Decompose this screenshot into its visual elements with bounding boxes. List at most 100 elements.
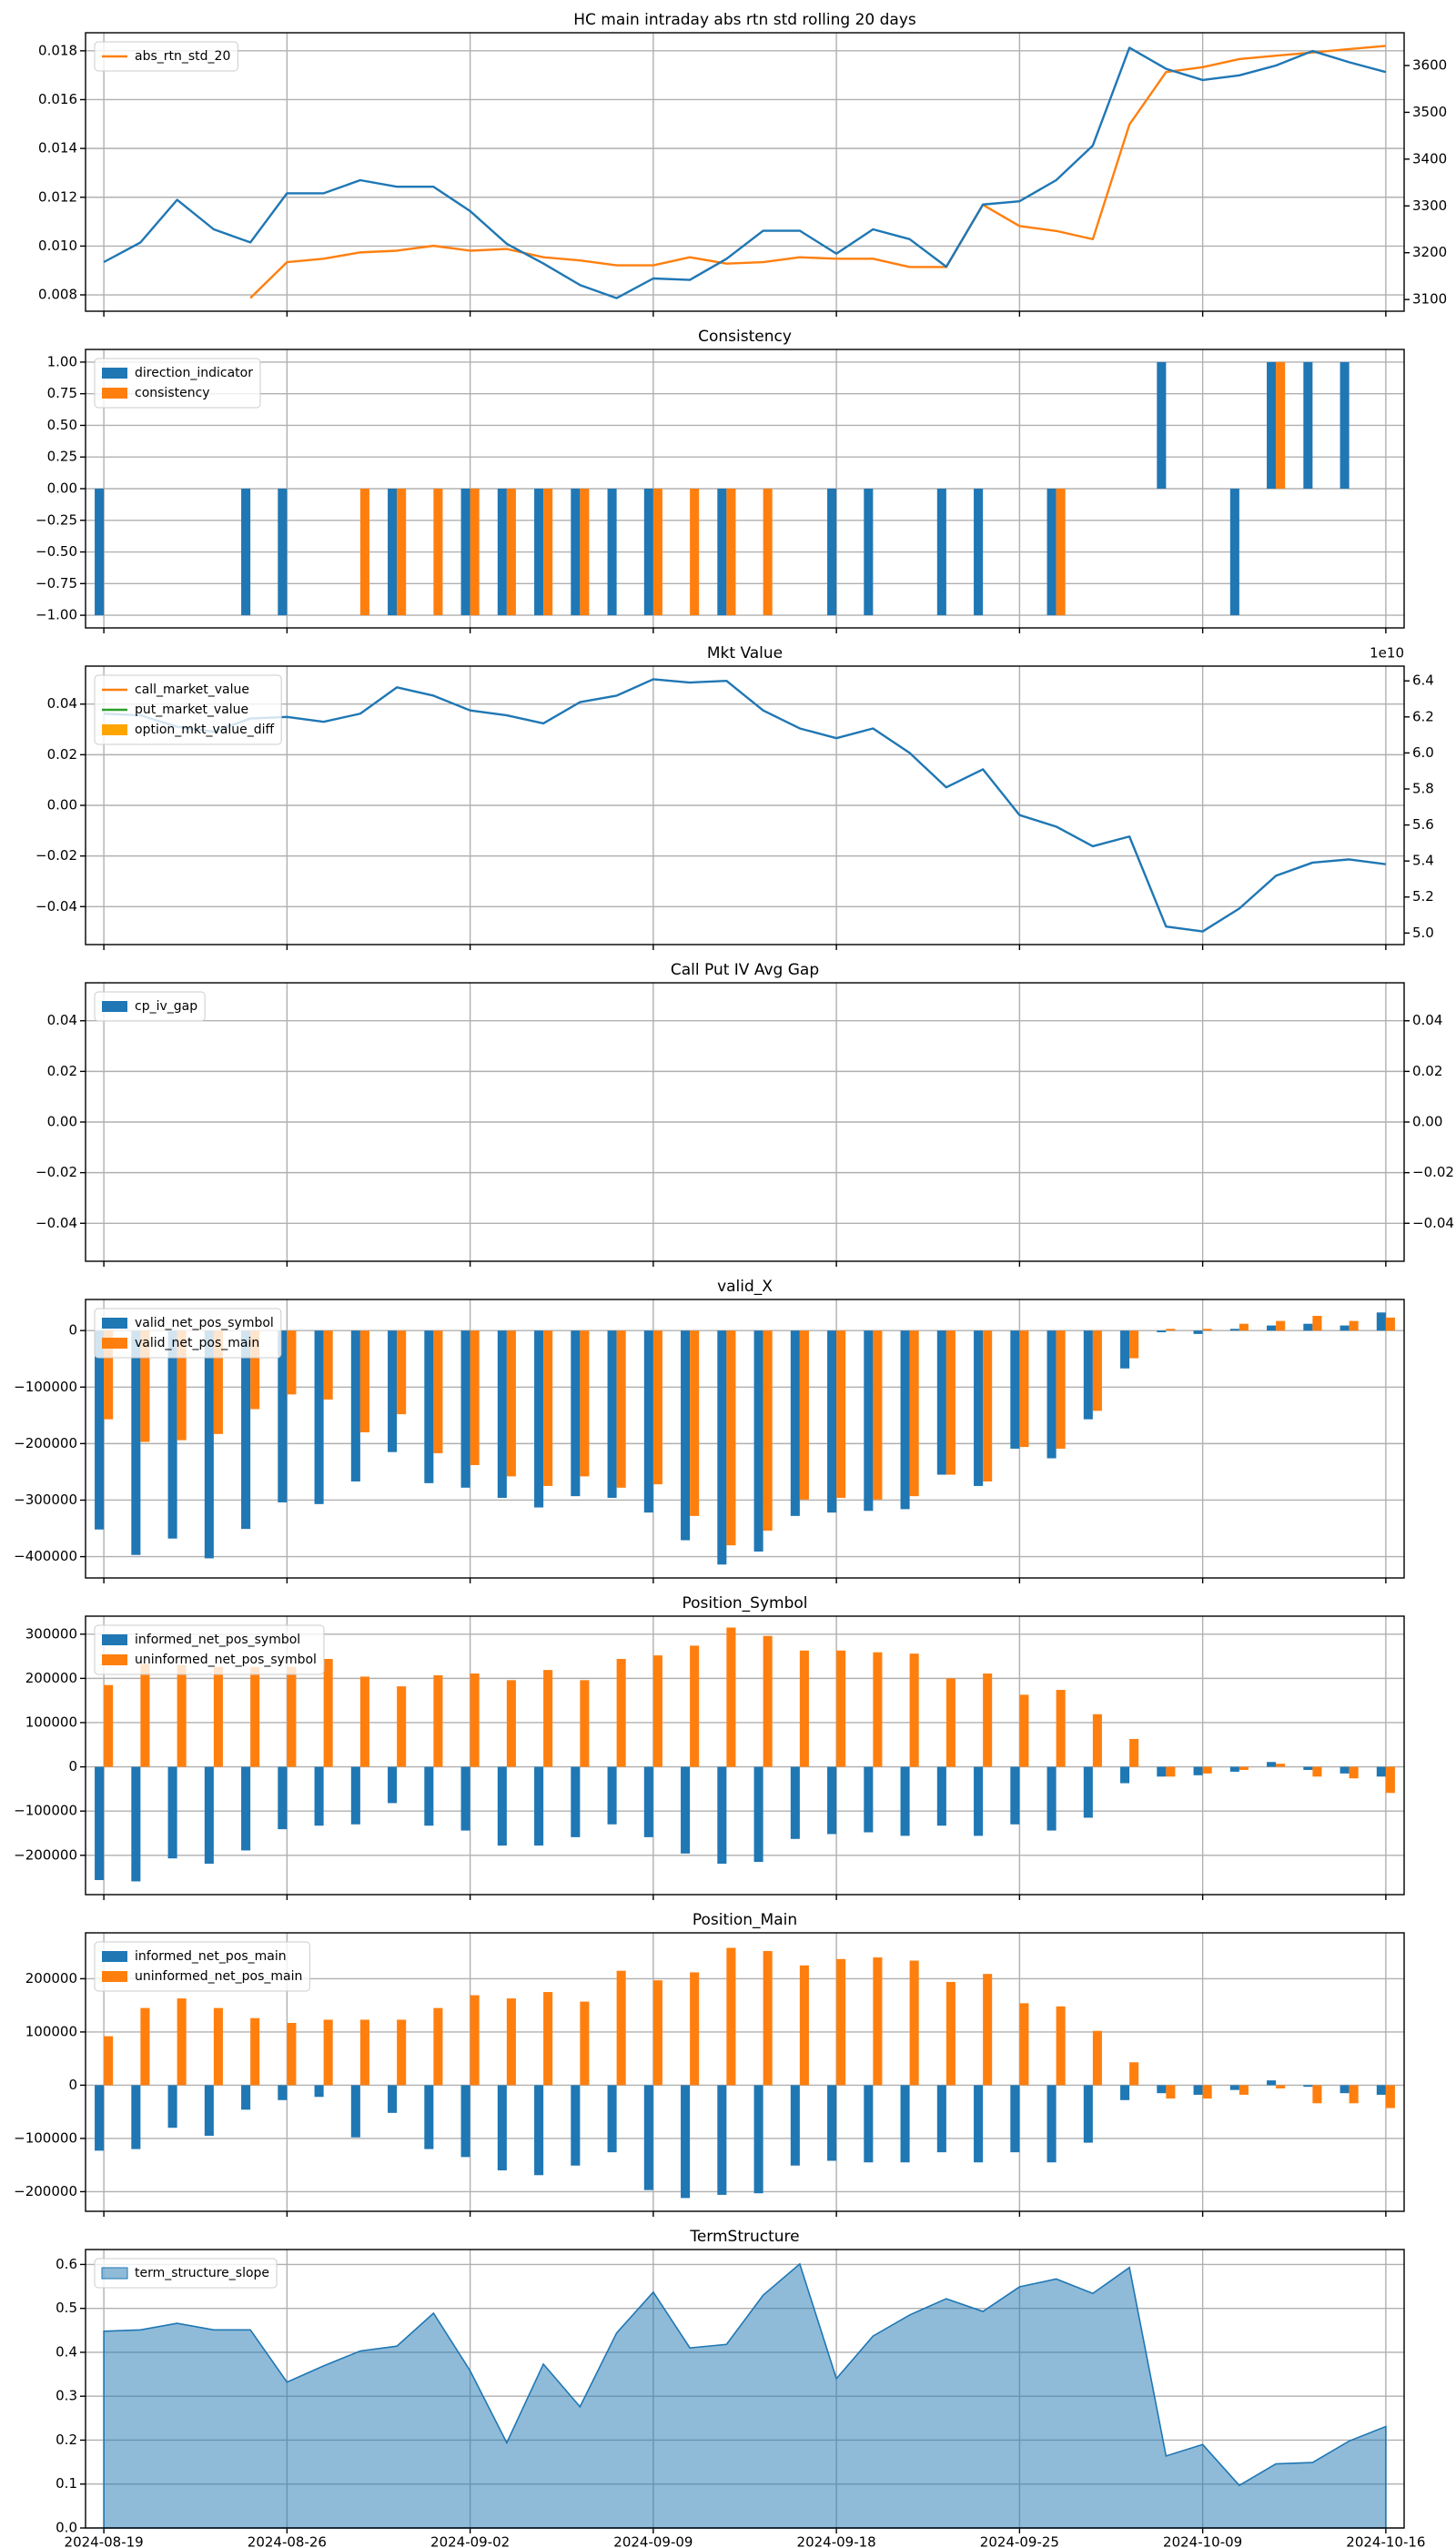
y-tick-label: −100000 bbox=[14, 1379, 77, 1395]
y-tick-label: 0.008 bbox=[38, 287, 77, 303]
bar bbox=[836, 1650, 846, 1767]
axes-frame bbox=[85, 1299, 1405, 1579]
legend-label: cp_iv_gap bbox=[135, 999, 197, 1014]
y2-tick-label: −0.04 bbox=[1412, 1215, 1454, 1231]
bar bbox=[909, 1330, 919, 1497]
bar bbox=[1267, 1325, 1277, 1331]
bar bbox=[900, 1766, 910, 1836]
bar bbox=[643, 2085, 653, 2190]
chart-title: Consistency bbox=[698, 328, 792, 346]
bar bbox=[95, 1330, 105, 1530]
y2-tick-label: 5.8 bbox=[1412, 780, 1434, 796]
axes-frame bbox=[85, 1615, 1405, 1896]
bar bbox=[1349, 1320, 1359, 1331]
bar bbox=[690, 1972, 700, 2086]
legend-swatch bbox=[102, 1318, 127, 1329]
bar bbox=[1303, 1766, 1313, 1770]
bar bbox=[140, 2007, 150, 2086]
legend-swatch bbox=[102, 1654, 127, 1665]
bar bbox=[681, 1766, 691, 1854]
bar bbox=[1303, 361, 1313, 489]
legend-swatch bbox=[102, 368, 127, 379]
bar bbox=[936, 2085, 946, 2153]
bar bbox=[652, 1655, 662, 1767]
legend-label: option_mkt_value_diff bbox=[135, 723, 275, 737]
bar bbox=[388, 2085, 398, 2113]
bar bbox=[571, 1330, 581, 1497]
bar bbox=[204, 1766, 214, 1865]
y-tick-label: −0.50 bbox=[35, 543, 77, 560]
legend-label: informed_net_pos_main bbox=[135, 1949, 287, 1964]
bar bbox=[652, 489, 662, 616]
bar bbox=[424, 2085, 434, 2149]
bar bbox=[388, 489, 398, 616]
y2-tick-label: 6.0 bbox=[1412, 744, 1434, 761]
bar bbox=[827, 1330, 837, 1513]
bar bbox=[278, 489, 288, 616]
legend-label: informed_net_pos_symbol bbox=[135, 1633, 300, 1647]
y-tick-label: 0 bbox=[68, 1322, 77, 1339]
bar bbox=[359, 1676, 369, 1767]
bar bbox=[497, 1330, 507, 1498]
y-tick-label: −200000 bbox=[14, 2183, 77, 2199]
bar bbox=[460, 2085, 470, 2158]
y-tick-label: −0.02 bbox=[35, 1164, 77, 1180]
bar bbox=[470, 1673, 480, 1767]
x-tick-label: 2024-08-26 bbox=[248, 2534, 327, 2548]
bar bbox=[470, 1995, 480, 2086]
bar bbox=[167, 1766, 177, 1859]
bar bbox=[104, 2036, 114, 2086]
bar bbox=[350, 1766, 360, 1825]
bar bbox=[1376, 1766, 1386, 1777]
bar bbox=[470, 489, 480, 616]
plot-area bbox=[86, 33, 1404, 311]
y-tick-label: 300000 bbox=[25, 1625, 77, 1642]
y-tick-label: −200000 bbox=[14, 1435, 77, 1451]
chart-title: HC main intraday abs rtn std rolling 20 … bbox=[573, 11, 916, 29]
bar bbox=[1349, 2085, 1359, 2104]
bar bbox=[424, 1330, 434, 1483]
bar bbox=[1229, 1766, 1239, 1772]
bar bbox=[1056, 489, 1066, 616]
bar bbox=[763, 489, 773, 616]
bar bbox=[506, 1998, 516, 2086]
bar bbox=[763, 1951, 773, 2086]
bar bbox=[799, 1965, 809, 2086]
bar bbox=[1166, 1766, 1176, 1777]
axes-frame bbox=[85, 2249, 1405, 2529]
y-tick-label: −300000 bbox=[14, 1491, 77, 1508]
bar bbox=[1166, 2085, 1176, 2099]
legend-label: uninformed_net_pos_main bbox=[135, 1969, 302, 1984]
bar bbox=[213, 1330, 223, 1434]
legend-label: direction_indicator bbox=[135, 366, 253, 380]
legend-box bbox=[94, 358, 261, 409]
bar bbox=[534, 489, 544, 616]
bar bbox=[571, 1766, 581, 1837]
bar bbox=[1303, 2085, 1313, 2088]
bar bbox=[1092, 1330, 1102, 1411]
bar bbox=[460, 1330, 470, 1488]
bar bbox=[1129, 2062, 1139, 2086]
bar bbox=[359, 489, 369, 616]
bar bbox=[571, 2085, 581, 2166]
bar bbox=[1229, 1329, 1239, 1331]
y-tick-label: 0.02 bbox=[47, 1063, 77, 1079]
legend-label: term_structure_slope bbox=[135, 2266, 269, 2280]
bar bbox=[763, 1635, 773, 1767]
bar bbox=[177, 1664, 187, 1767]
bar bbox=[643, 1766, 653, 1837]
bar bbox=[497, 2085, 507, 2171]
bar bbox=[974, 2085, 984, 2163]
bar bbox=[241, 1330, 251, 1530]
bar bbox=[690, 1330, 700, 1516]
y-tick-label: 0.3 bbox=[56, 2388, 77, 2404]
legend-box bbox=[94, 1624, 325, 1675]
legend-swatch bbox=[102, 724, 127, 735]
bar bbox=[681, 2085, 691, 2199]
y2-tick-label: 6.2 bbox=[1412, 708, 1434, 724]
chart-title: Position_Symbol bbox=[682, 1594, 807, 1613]
chart-title: Mkt Value bbox=[707, 644, 783, 662]
y2-tick-label: 3200 bbox=[1412, 244, 1447, 260]
bar bbox=[799, 1650, 809, 1767]
bar bbox=[534, 1330, 544, 1508]
